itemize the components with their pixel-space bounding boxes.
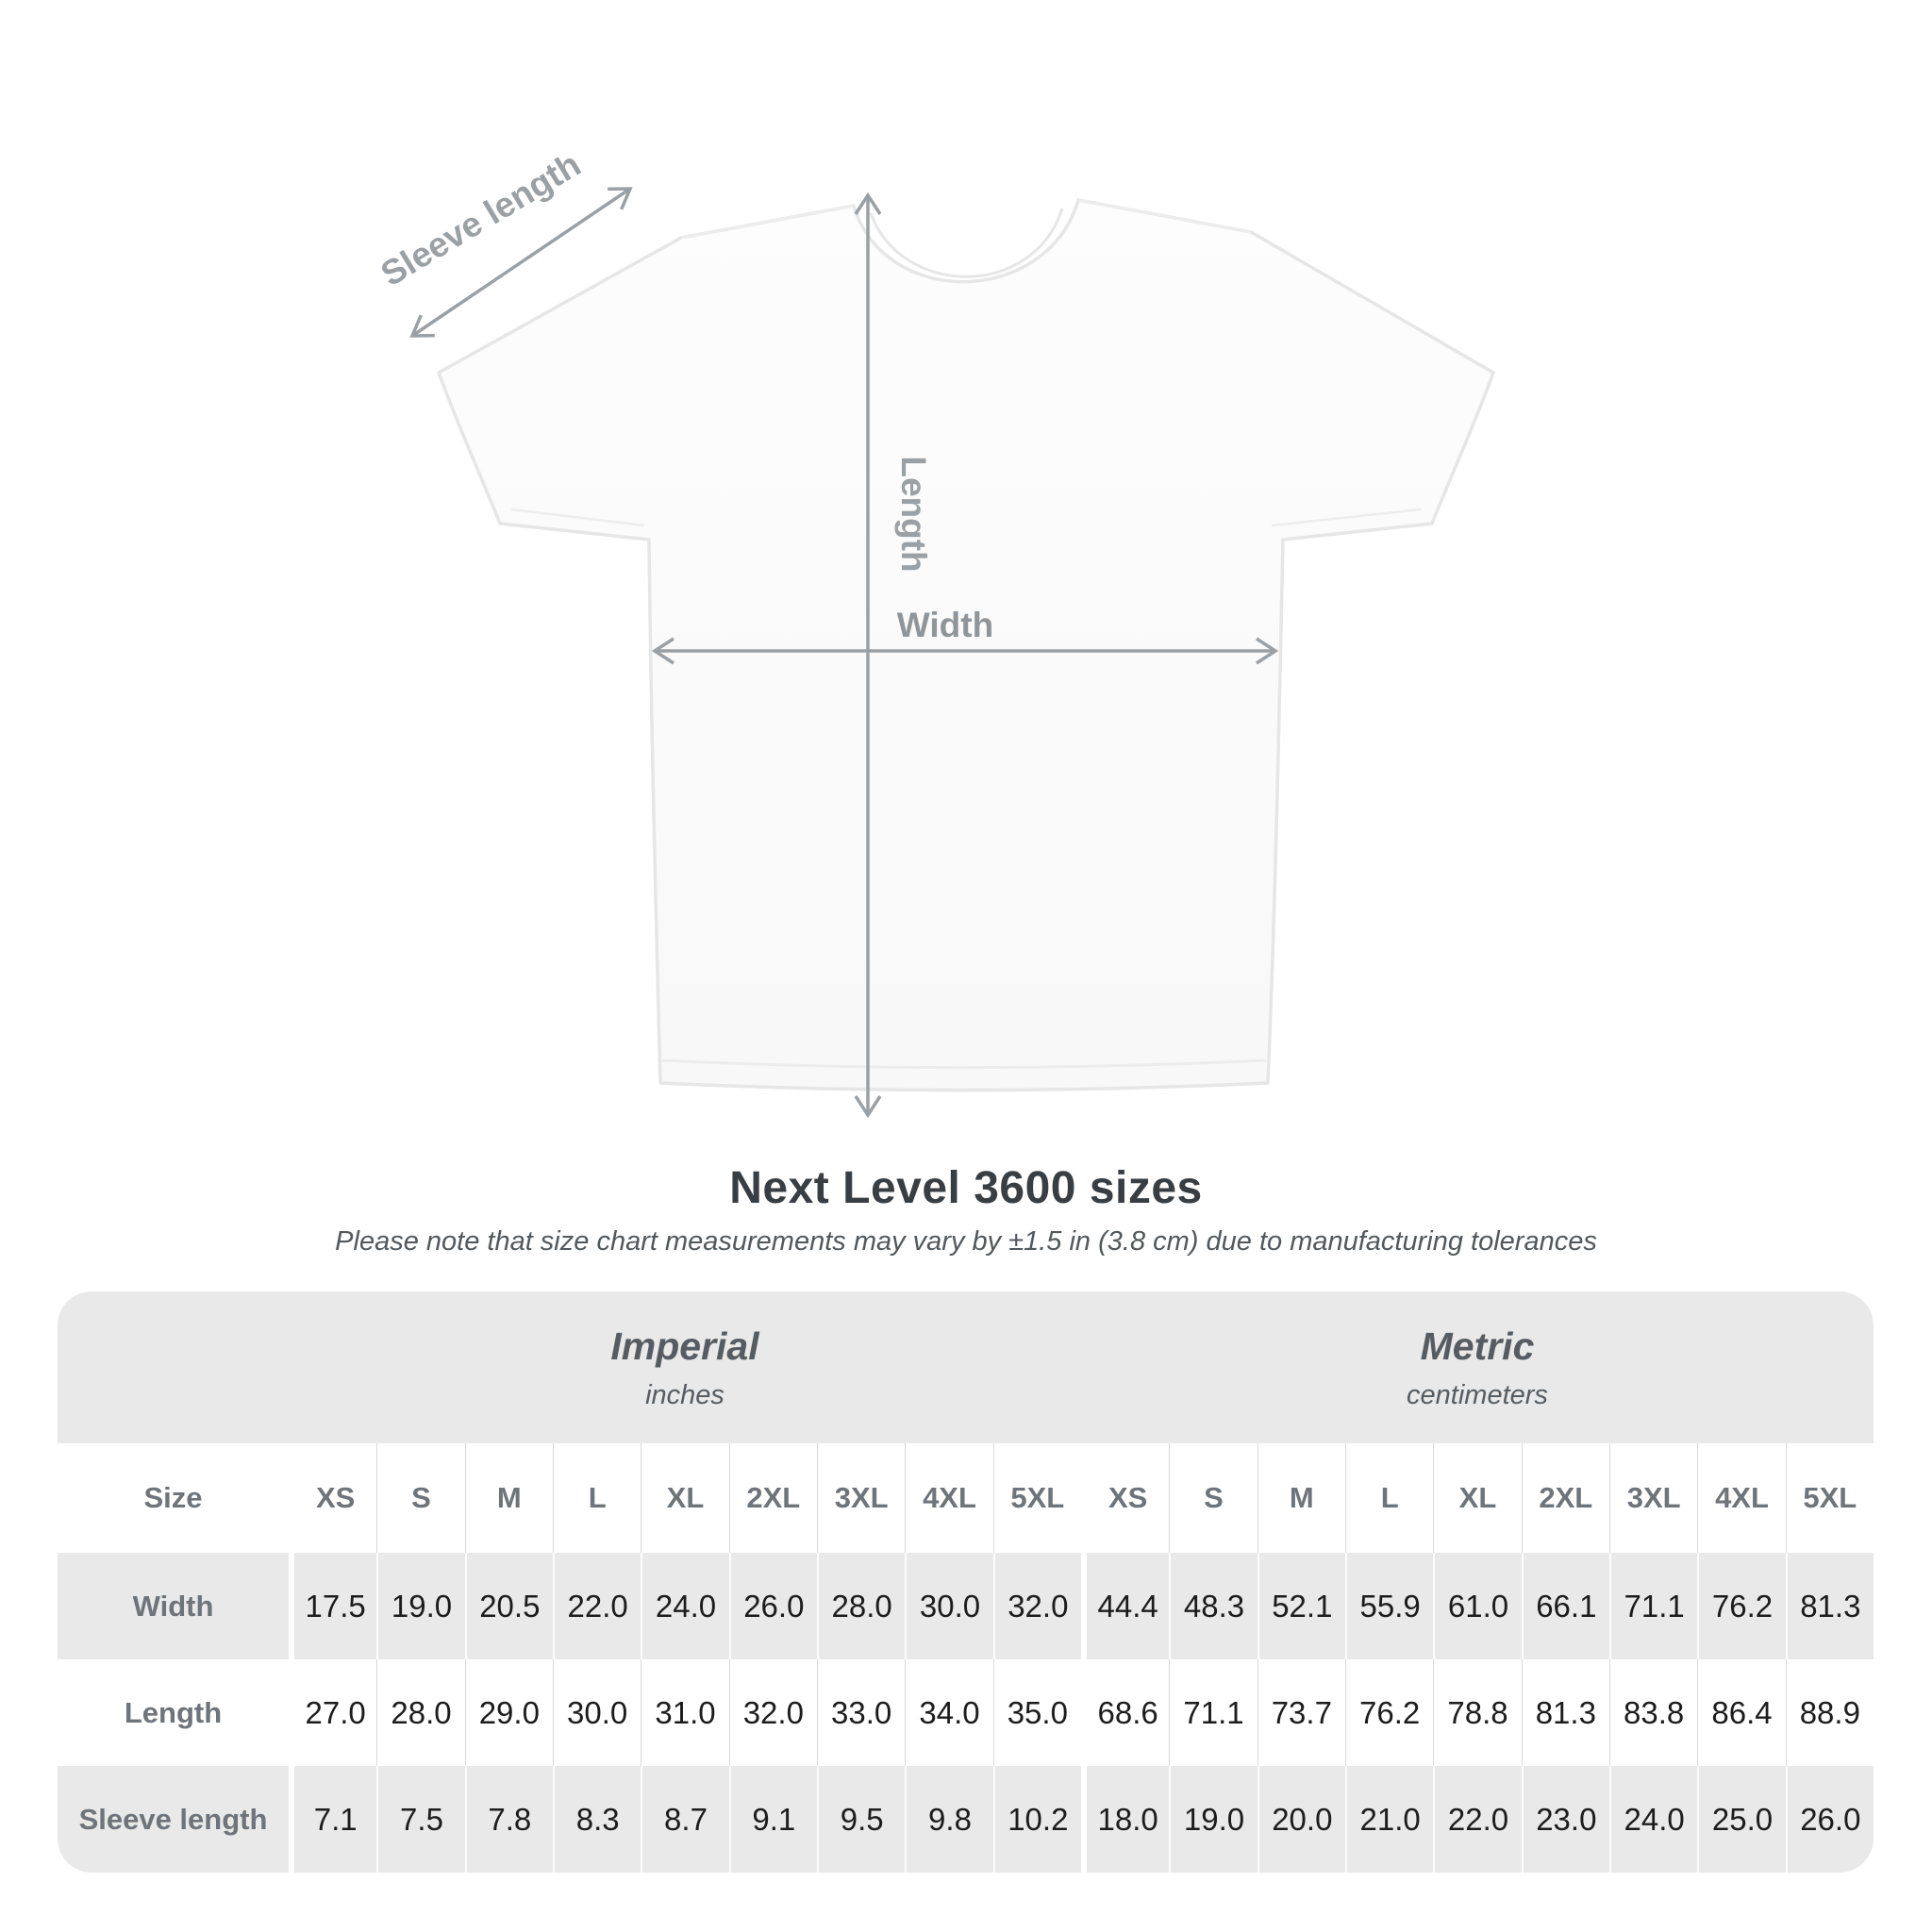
size-table: Imperial inches Metric centimeters Size … bbox=[58, 1291, 1874, 1873]
imperial-unit: inches bbox=[645, 1379, 724, 1410]
table-cell: 71.1 bbox=[1609, 1553, 1698, 1659]
imperial-section-header: Imperial inches bbox=[289, 1291, 1081, 1443]
col-header: L bbox=[1345, 1443, 1434, 1553]
table-cell: 9.5 bbox=[817, 1766, 906, 1873]
col-header: L bbox=[553, 1443, 641, 1553]
metric-unit: centimeters bbox=[1407, 1379, 1548, 1410]
table-cell: 20.0 bbox=[1257, 1766, 1345, 1873]
table-cell: 22.0 bbox=[1433, 1766, 1522, 1873]
table-cell: 26.0 bbox=[1785, 1766, 1874, 1873]
table-cell: 7.8 bbox=[464, 1766, 553, 1873]
col-header: 4XL bbox=[905, 1443, 993, 1553]
col-header: XL bbox=[641, 1443, 729, 1553]
unit-band-corner bbox=[58, 1291, 289, 1443]
table-cell: 61.0 bbox=[1433, 1553, 1522, 1659]
table-cell: 52.1 bbox=[1257, 1553, 1345, 1659]
table-cell: 21.0 bbox=[1345, 1766, 1434, 1873]
table-cell: 66.1 bbox=[1521, 1553, 1609, 1659]
col-header: XS bbox=[1081, 1443, 1170, 1553]
table-cell: 24.0 bbox=[641, 1553, 729, 1659]
table-cell: 26.0 bbox=[728, 1553, 817, 1659]
size-corner-header: Size bbox=[58, 1443, 289, 1553]
page-title: Next Level 3600 sizes bbox=[729, 1163, 1203, 1213]
row-label: Sleeve length bbox=[58, 1766, 289, 1873]
table-cell: 9.1 bbox=[728, 1766, 817, 1873]
col-header: 5XL bbox=[992, 1443, 1081, 1553]
table-cell: 22.0 bbox=[553, 1553, 641, 1659]
table-cell: 73.7 bbox=[1257, 1659, 1345, 1766]
table-cell: 18.0 bbox=[1081, 1766, 1170, 1873]
tshirt-measurement-diagram: Sleeve length Length Width bbox=[375, 144, 1495, 1119]
table-cell: 81.3 bbox=[1521, 1659, 1609, 1766]
table-cell: 32.0 bbox=[992, 1553, 1081, 1659]
length-label: Length bbox=[894, 456, 933, 572]
table-cell: 30.0 bbox=[905, 1553, 993, 1659]
table-cell: 25.0 bbox=[1697, 1766, 1786, 1873]
metric-section-header: Metric centimeters bbox=[1081, 1291, 1874, 1443]
table-cell: 34.0 bbox=[905, 1659, 993, 1766]
col-header: 2XL bbox=[728, 1443, 817, 1553]
table-cell: 17.5 bbox=[289, 1553, 377, 1659]
col-header: S bbox=[376, 1443, 465, 1553]
col-header: 4XL bbox=[1697, 1443, 1786, 1553]
sleeve-length-arrow-icon bbox=[409, 187, 633, 338]
table-cell: 28.0 bbox=[817, 1553, 906, 1659]
table-cell: 23.0 bbox=[1521, 1766, 1609, 1873]
col-header: 3XL bbox=[1609, 1443, 1698, 1553]
col-header: XL bbox=[1433, 1443, 1522, 1553]
table-cell: 19.0 bbox=[1169, 1766, 1257, 1873]
table-cell: 9.8 bbox=[905, 1766, 993, 1873]
col-header: 2XL bbox=[1521, 1443, 1609, 1553]
table-cell: 27.0 bbox=[289, 1659, 377, 1766]
table-cell: 78.8 bbox=[1433, 1659, 1522, 1766]
table-cell: 76.2 bbox=[1345, 1659, 1434, 1766]
table-cell: 19.0 bbox=[376, 1553, 465, 1659]
col-header: XS bbox=[289, 1443, 377, 1553]
table-cell: 48.3 bbox=[1169, 1553, 1257, 1659]
col-header: 5XL bbox=[1785, 1443, 1874, 1553]
width-label: Width bbox=[897, 606, 993, 644]
table-cell: 88.9 bbox=[1785, 1659, 1874, 1766]
col-header: 3XL bbox=[817, 1443, 906, 1553]
sleeve-length-label: Sleeve length bbox=[375, 144, 588, 293]
row-label: Width bbox=[58, 1553, 289, 1659]
table-cell: 35.0 bbox=[992, 1659, 1081, 1766]
table-cell: 10.2 bbox=[992, 1766, 1081, 1873]
row-label: Length bbox=[58, 1659, 289, 1766]
col-header: S bbox=[1169, 1443, 1257, 1553]
col-header: M bbox=[1257, 1443, 1345, 1553]
table-cell: 31.0 bbox=[641, 1659, 729, 1766]
table-cell: 7.5 bbox=[376, 1766, 465, 1873]
table-cell: 20.5 bbox=[464, 1553, 553, 1659]
table-cell: 33.0 bbox=[817, 1659, 906, 1766]
table-cell: 32.0 bbox=[728, 1659, 817, 1766]
table-cell: 44.4 bbox=[1081, 1553, 1170, 1659]
table-cell: 55.9 bbox=[1345, 1553, 1434, 1659]
metric-label: Metric bbox=[1420, 1324, 1535, 1368]
tolerance-note: Please note that size chart measurements… bbox=[335, 1226, 1597, 1257]
table-cell: 30.0 bbox=[553, 1659, 641, 1766]
table-cell: 68.6 bbox=[1081, 1659, 1170, 1766]
table-cell: 76.2 bbox=[1697, 1553, 1786, 1659]
col-header: M bbox=[464, 1443, 553, 1553]
table-cell: 24.0 bbox=[1609, 1766, 1698, 1873]
table-cell: 83.8 bbox=[1609, 1659, 1698, 1766]
imperial-label: Imperial bbox=[610, 1324, 759, 1368]
table-cell: 81.3 bbox=[1785, 1553, 1874, 1659]
table-cell: 28.0 bbox=[376, 1659, 465, 1766]
table-cell: 7.1 bbox=[289, 1766, 377, 1873]
table-cell: 8.3 bbox=[553, 1766, 641, 1873]
table-cell: 71.1 bbox=[1169, 1659, 1257, 1766]
tshirt-graphic bbox=[437, 198, 1495, 1092]
table-cell: 8.7 bbox=[641, 1766, 729, 1873]
table-cell: 29.0 bbox=[464, 1659, 553, 1766]
table-cell: 86.4 bbox=[1697, 1659, 1786, 1766]
